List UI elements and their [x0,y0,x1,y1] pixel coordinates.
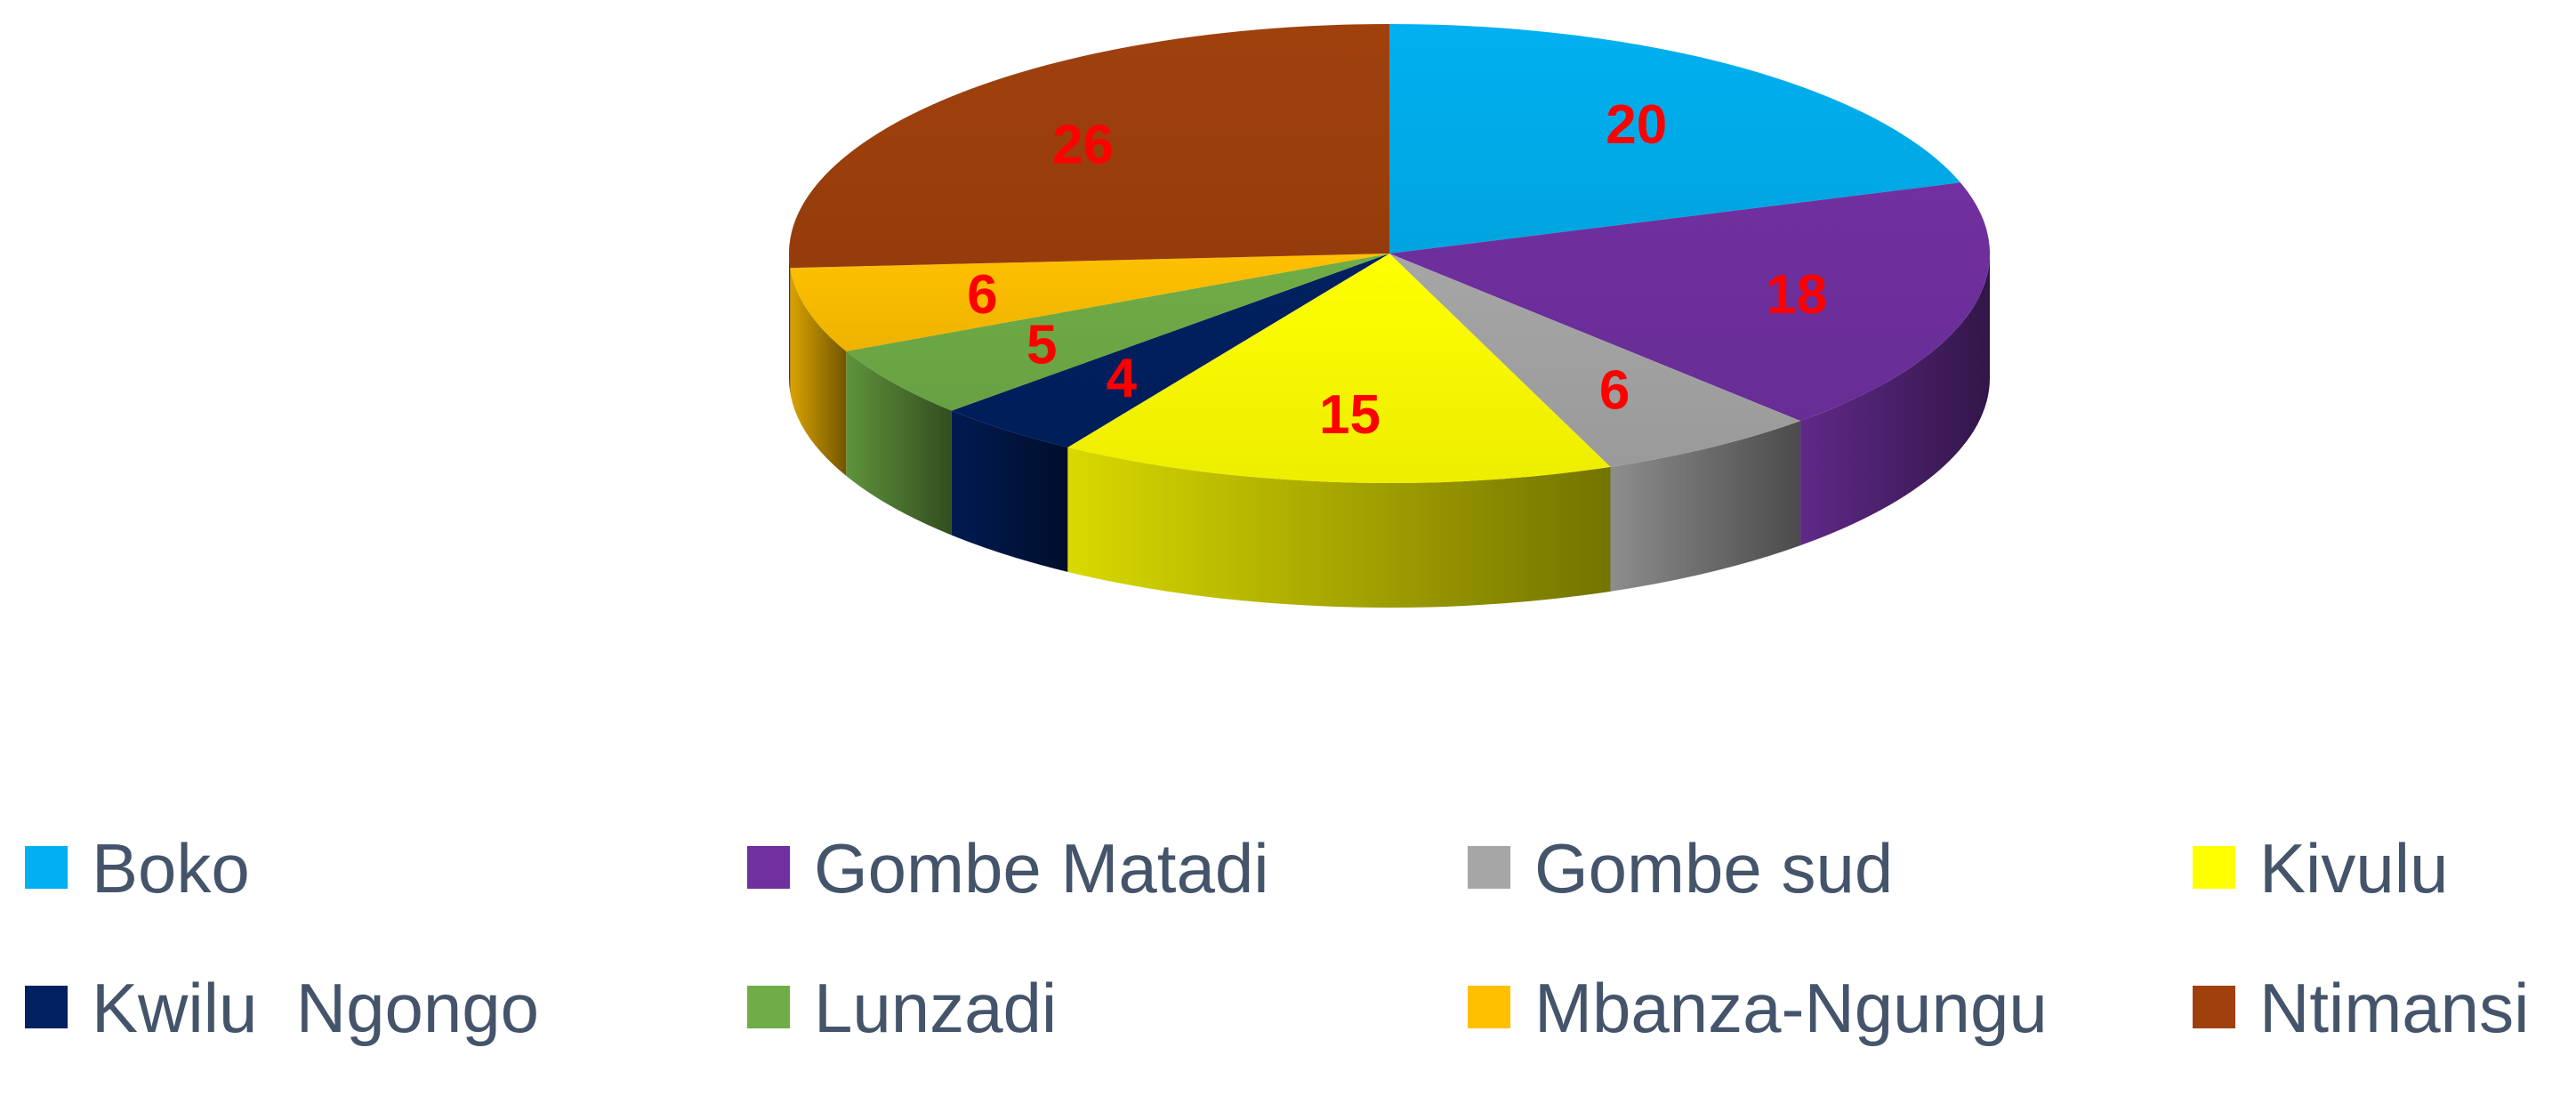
data-label-kwilu-ngongo: 4 [1107,348,1138,409]
data-label-boko: 20 [1606,94,1667,156]
legend-label-kivulu: Kivulu [2259,829,2448,907]
data-label-gombe-sud: 6 [1599,359,1630,421]
legend-swatch-kivulu [2193,846,2235,889]
pie-slice-mbanza-ngungu [790,254,1389,351]
pie-slice-kivulu [1067,254,1611,483]
legend-swatch-boko [25,846,68,889]
data-label-kivulu: 15 [1319,384,1381,446]
pie-slice-gombe-sud [1389,254,1801,467]
pie-slice-boko [1389,24,1960,254]
legend-label-mbanza-ngungu: Mbanza-Ngungu [1534,969,2048,1047]
legend-label-gombe-sud: Gombe sud [1534,829,1893,907]
pie-side-kivulu [1067,447,1611,608]
pie-slice-lunzadi [846,254,1389,411]
pie-slice-gombe-matadi [1389,182,1990,422]
legend-label-ntimansi: Ntimansi [2259,969,2529,1047]
data-label-gombe-matadi: 18 [1766,264,1827,326]
legend: Boko Gombe Matadi Gombe sud Kivulu Kwilu Ngo… [25,829,2529,1047]
legend-swatch-lunzadi [747,986,790,1028]
legend-label-gombe-matadi: Gombe Matadi [814,829,1269,907]
pie-side-ntimansi [789,254,791,393]
pie-side-mbanza-ngungu [790,268,847,476]
legend-swatch-ntimansi [2193,986,2235,1028]
pie-side-gombe-matadi [1800,254,1990,546]
legend-label-boko: Boko [92,829,250,907]
legend-swatch-gombe-matadi [747,846,790,889]
pie-slice-kwilu-ngongo [951,254,1389,447]
data-label-lunzadi: 5 [1026,315,1057,376]
legend-swatch-kwilu-ngongo [25,986,68,1028]
pie-sides [789,254,1990,608]
data-label-mbanza-ngungu: 6 [967,264,997,326]
pie-side-gombe-sud [1610,421,1801,592]
pie-side-lunzadi [846,351,952,536]
legend-swatch-gombe-sud [1468,846,1510,889]
pie-tops [789,24,1990,483]
legend-label-lunzadi: Lunzadi [814,969,1057,1047]
data-label-ntimansi: 26 [1052,114,1114,175]
legend-swatch-mbanza-ngungu [1468,986,1510,1028]
pie-slice-ntimansi [789,24,1389,269]
legend-label-kwilu-ngongo: Kwilu Ngongo [92,969,539,1047]
pie-side-kwilu-ngongo [951,410,1068,572]
